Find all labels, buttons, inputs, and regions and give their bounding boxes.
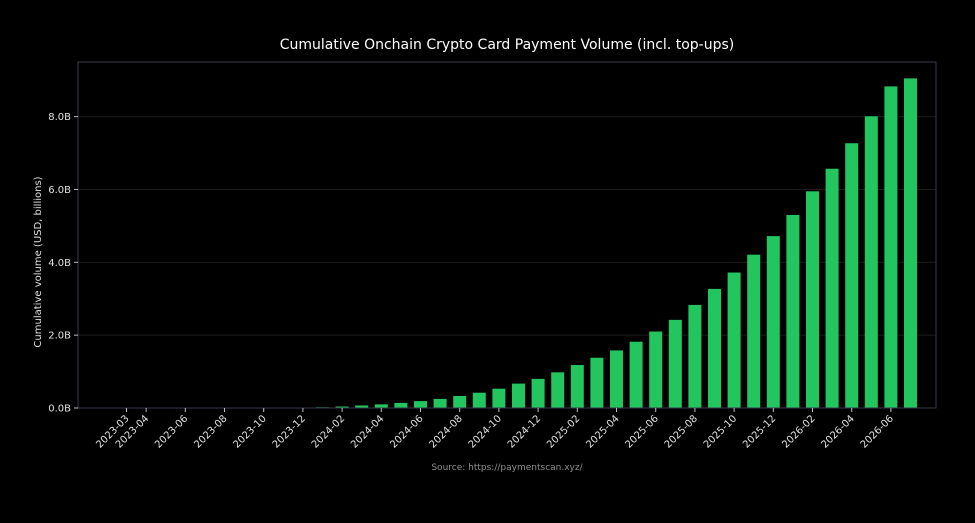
x-tick-label: 2025-08 xyxy=(663,413,700,450)
x-tick-label: 2023-06 xyxy=(153,413,190,450)
bar xyxy=(414,401,427,408)
y-tick-label: 4.0B xyxy=(48,258,71,269)
bar xyxy=(355,405,369,408)
chart-title: Cumulative Onchain Crypto Card Payment V… xyxy=(280,37,735,53)
x-tick-label: 2024-04 xyxy=(349,413,386,450)
bar xyxy=(825,168,839,408)
x-tick-label: 2023-10 xyxy=(231,413,268,450)
bar xyxy=(492,388,506,408)
bar xyxy=(512,383,525,408)
x-tick-label: 2025-02 xyxy=(545,413,582,450)
bar xyxy=(551,372,565,408)
bar xyxy=(433,398,447,408)
y-tick-label: 2.0B xyxy=(48,331,71,342)
y-axis-ticks: 0.0B 2.0B 4.0B 6.0B 8.0B xyxy=(48,112,78,415)
bar xyxy=(472,392,486,408)
bar xyxy=(766,236,780,408)
bar xyxy=(864,116,878,409)
y-axis-label: Cumulative volume (USD, billions) xyxy=(33,176,44,347)
y-tick-label: 0.0B xyxy=(48,404,71,415)
bar xyxy=(806,191,819,408)
x-tick-label: 2024-08 xyxy=(427,413,464,450)
bar xyxy=(747,254,761,408)
bar xyxy=(688,304,702,408)
x-tick-label: 2023-12 xyxy=(271,413,308,450)
x-tick-label: 2026-04 xyxy=(819,413,856,450)
bar xyxy=(668,319,682,408)
bar xyxy=(629,341,643,408)
bar xyxy=(590,357,604,408)
bar xyxy=(786,214,800,408)
x-tick-label: 2023-08 xyxy=(192,413,229,450)
bar xyxy=(394,402,408,408)
x-tick-label: 2024-02 xyxy=(310,413,347,450)
bar xyxy=(845,143,859,409)
bar xyxy=(570,365,584,408)
bar xyxy=(453,395,467,408)
x-tick-label: 2025-04 xyxy=(584,413,621,450)
bar xyxy=(649,331,663,408)
bar xyxy=(610,350,623,408)
bar xyxy=(335,406,349,408)
bars xyxy=(296,78,917,409)
bar xyxy=(884,86,898,409)
bar xyxy=(531,378,545,408)
bar xyxy=(727,272,741,408)
x-tick-label: 2024-12 xyxy=(506,413,543,450)
bar xyxy=(708,288,721,408)
y-tick-label: 8.0B xyxy=(48,112,71,123)
x-tick-label: 2025-06 xyxy=(623,413,660,450)
x-tick-label: 2026-02 xyxy=(780,413,817,450)
bar xyxy=(374,404,388,408)
x-tick-label: 2025-12 xyxy=(741,413,778,450)
x-tick-label: 2026-06 xyxy=(859,413,896,450)
x-tick-label: 2024-06 xyxy=(388,413,425,450)
source-note: Source: https://paymentscan.xyz/ xyxy=(431,463,583,473)
y-tick-label: 6.0B xyxy=(48,185,71,196)
plot-frame xyxy=(77,61,937,409)
bar xyxy=(904,78,917,409)
x-tick-label: 2025-10 xyxy=(702,413,739,450)
x-tick-label: 2024-10 xyxy=(467,413,504,450)
